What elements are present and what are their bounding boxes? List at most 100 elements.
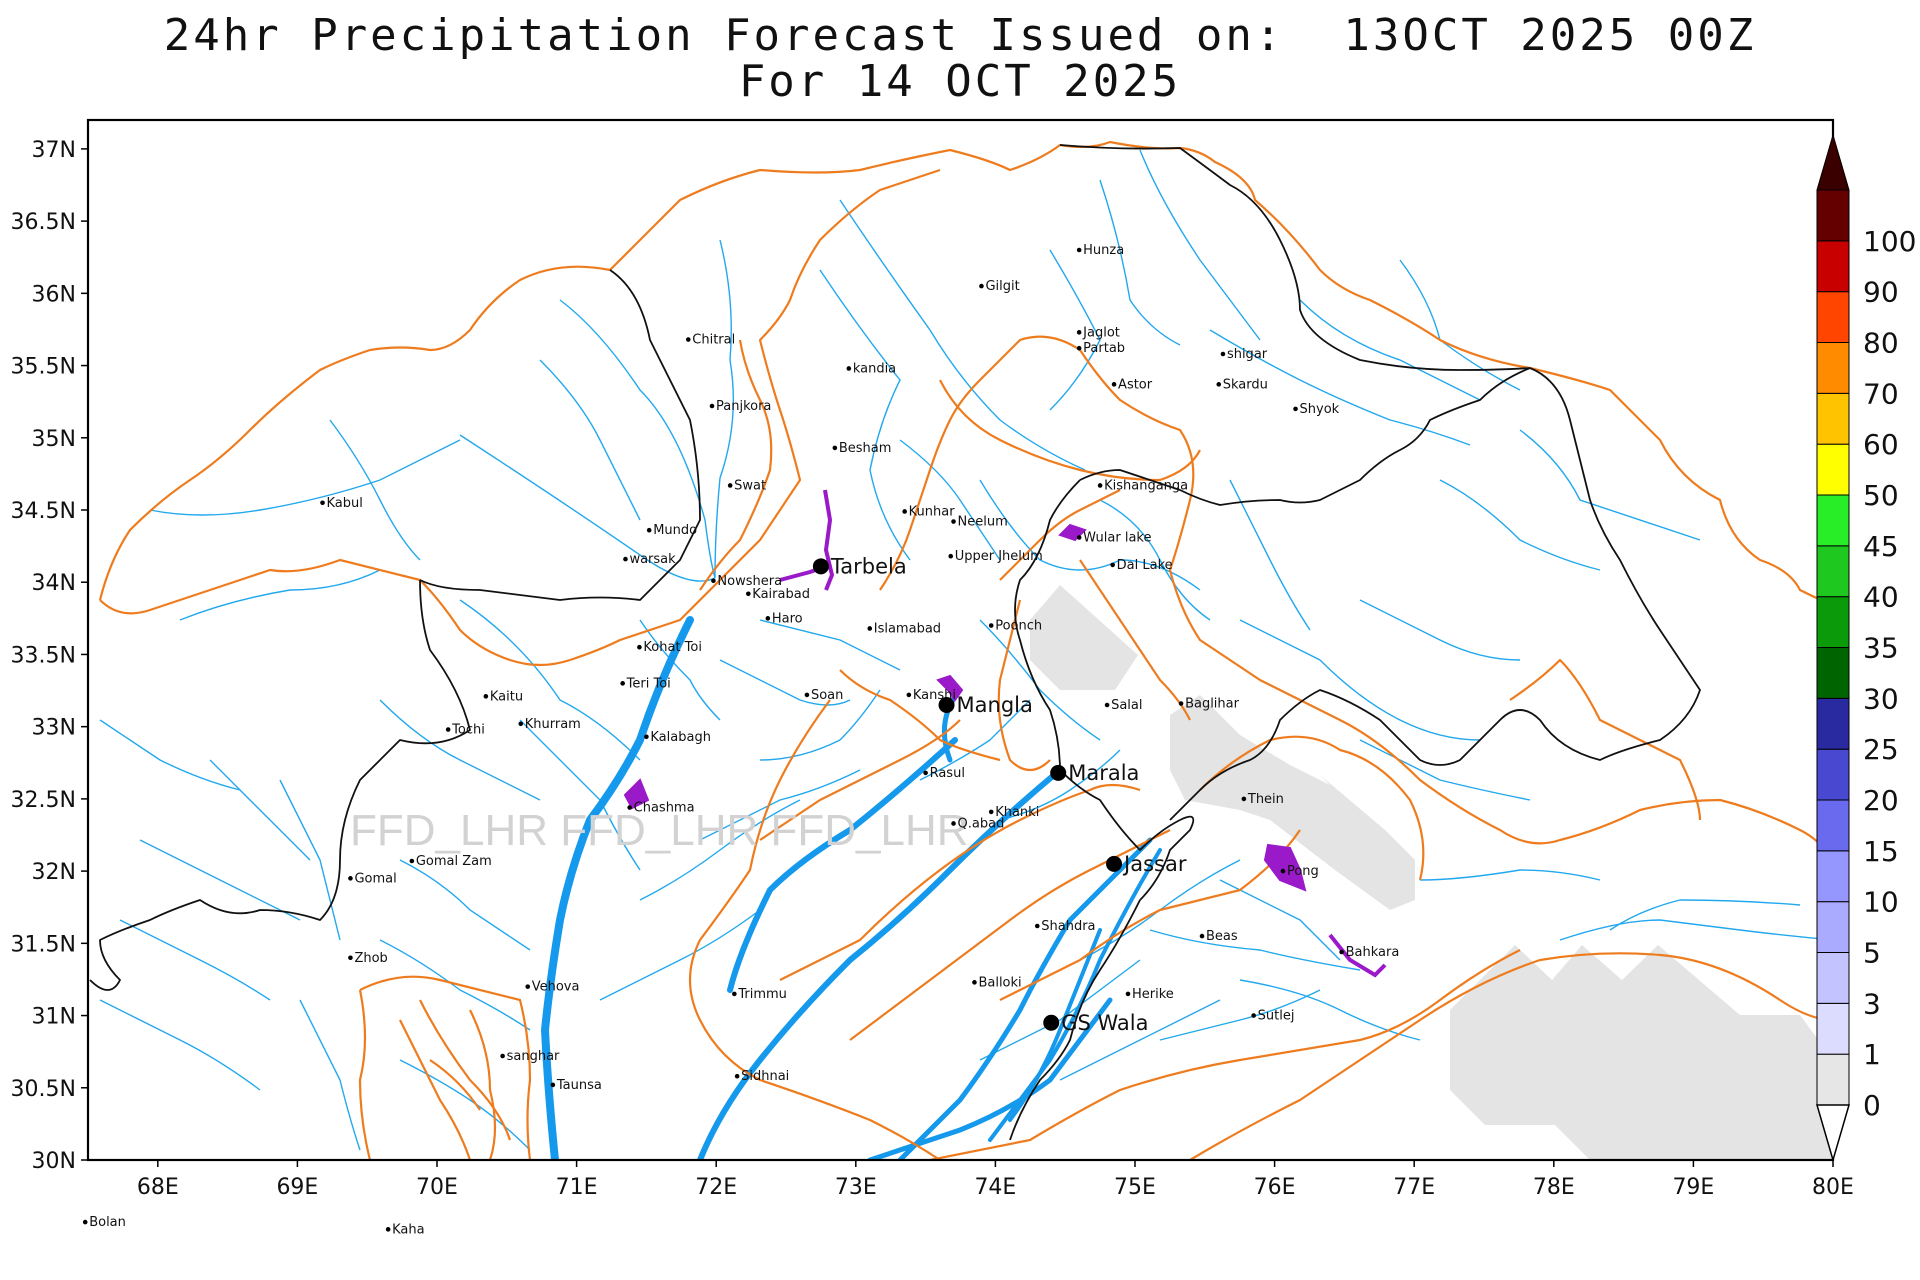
station-dot	[906, 692, 912, 698]
x-tick-label: 72E	[695, 1175, 737, 1200]
y-tick-label: 31N	[32, 1005, 76, 1030]
colorbar-swatch	[1816, 291, 1850, 343]
station-label: Taunsa	[556, 1078, 602, 1093]
station-swat: Swat	[727, 478, 766, 493]
international-borders	[89, 144, 1701, 1141]
station-label: Gomal Zam	[416, 854, 492, 869]
station-label: Bahkara	[1346, 945, 1400, 960]
station-pong: Pong	[1280, 864, 1319, 879]
station-haro: Haro	[765, 611, 803, 626]
station-islamabad: Islamabad	[867, 621, 941, 636]
station-label: Kohat Toi	[643, 640, 702, 655]
station-dot	[320, 500, 325, 506]
station-label: Sidhnai	[741, 1069, 789, 1084]
station-sidhnai: Sidhnai	[734, 1069, 789, 1084]
station-dot	[1104, 702, 1110, 708]
station-teri-toi: Teri Toi	[620, 676, 671, 691]
station-dot	[746, 591, 751, 597]
colorbar-level-label: 60	[1863, 428, 1899, 461]
station-dot	[1216, 382, 1222, 387]
station-chashma: Chashma	[627, 801, 695, 816]
station-dot	[988, 623, 994, 628]
station-dot	[685, 337, 691, 342]
station-label: GS Wala	[1061, 1011, 1148, 1035]
station-label: Wular lake	[1083, 530, 1151, 545]
x-tick-label: 68E	[137, 1175, 179, 1200]
station-label: Baglihar	[1185, 697, 1240, 712]
station-dot	[620, 681, 625, 686]
x-tick-label: 76E	[1254, 1175, 1296, 1200]
station-label: Mundo	[653, 523, 697, 538]
station-dot	[1178, 701, 1184, 706]
station-label: Kaha	[392, 1222, 424, 1237]
y-tick-label: 34.5N	[11, 499, 76, 524]
station-label: warsak	[629, 552, 676, 567]
colorbar-over-arrow	[1816, 133, 1850, 191]
colorbar-swatch	[1816, 342, 1850, 394]
colorbar-level-label: 0	[1863, 1089, 1881, 1122]
main-river-channels	[540, 616, 1162, 1160]
station-label: Khurram	[525, 717, 581, 732]
station-zhob: Zhob	[348, 951, 388, 966]
station-dot	[409, 858, 415, 864]
station-label: Zhob	[354, 951, 387, 966]
station-label: kandia	[853, 361, 896, 376]
station-dot	[732, 991, 737, 997]
station-label: Neelum	[958, 515, 1008, 530]
station-khurram: Khurram	[518, 717, 581, 732]
no-rain-shading	[1030, 585, 1833, 1160]
y-tick-label: 32N	[32, 860, 76, 885]
station-label: Salal	[1111, 698, 1142, 713]
colorbar-level-label: 15	[1863, 835, 1899, 868]
station-dot	[1280, 868, 1286, 874]
station-label: Chashma	[634, 801, 695, 816]
station-label: Chitral	[692, 333, 735, 348]
station-label: Jassar	[1122, 852, 1187, 876]
axis-ticks: 68E 69E 70E 71E 72E 73E 74E 75E 76E 77E 78E 79E 80E 3…	[11, 138, 1854, 1200]
station-dot	[1050, 764, 1067, 781]
station-dot	[727, 483, 733, 488]
colorbar-swatch	[1816, 952, 1850, 1004]
station-label: Kabul	[327, 496, 363, 511]
colorbar-swatch	[1816, 1002, 1850, 1055]
station-trimmu: Trimmu	[732, 987, 787, 1002]
colorbar-swatch	[1816, 189, 1850, 242]
station-gomal: Gomal	[348, 871, 397, 886]
colorbar-swatch	[1816, 748, 1850, 801]
station-label: Astor	[1118, 377, 1153, 392]
colorbar-swatch	[1816, 901, 1850, 954]
station-label: Upper Jhelum	[955, 549, 1043, 564]
station-jassar: Jassar	[1106, 852, 1187, 876]
station-label: Pong	[1287, 864, 1319, 879]
colorbar-level-label: 50	[1863, 479, 1899, 512]
station-label: Mangla	[957, 693, 1033, 717]
x-tick-label: 71E	[556, 1175, 598, 1200]
colorbar-level-label: 45	[1863, 530, 1899, 563]
station-dot	[867, 626, 873, 631]
station-label: Balloki	[978, 975, 1021, 990]
station-dot	[979, 283, 984, 289]
colorbar-swatch	[1816, 799, 1850, 852]
colorbar-level-label: 25	[1863, 733, 1899, 766]
station-label: Thein	[1247, 792, 1284, 807]
station-gs-wala: GS Wala	[1043, 1011, 1149, 1035]
station-marala: Marala	[1050, 761, 1139, 785]
station-beas: Beas	[1199, 929, 1238, 944]
station-label: Herike	[1132, 987, 1174, 1002]
colorbar-level-label: 5	[1863, 937, 1881, 970]
station-dot	[500, 1053, 505, 1059]
station-dot	[82, 1219, 88, 1225]
river-network	[99, 149, 1833, 1151]
y-tick-label: 31.5N	[11, 932, 76, 957]
colorbar-swatch	[1816, 240, 1850, 293]
x-tick-label: 80E	[1812, 1175, 1854, 1200]
colorbar-swatch	[1816, 443, 1850, 496]
station-dot	[804, 692, 810, 698]
station-label: Shahdra	[1041, 919, 1095, 934]
station-kunhar: Kunhar	[902, 504, 955, 519]
station-kandia: kandia	[846, 361, 896, 376]
y-tick-label: 32.5N	[11, 788, 76, 813]
station-dot	[951, 519, 956, 524]
station-dot	[550, 1082, 556, 1088]
